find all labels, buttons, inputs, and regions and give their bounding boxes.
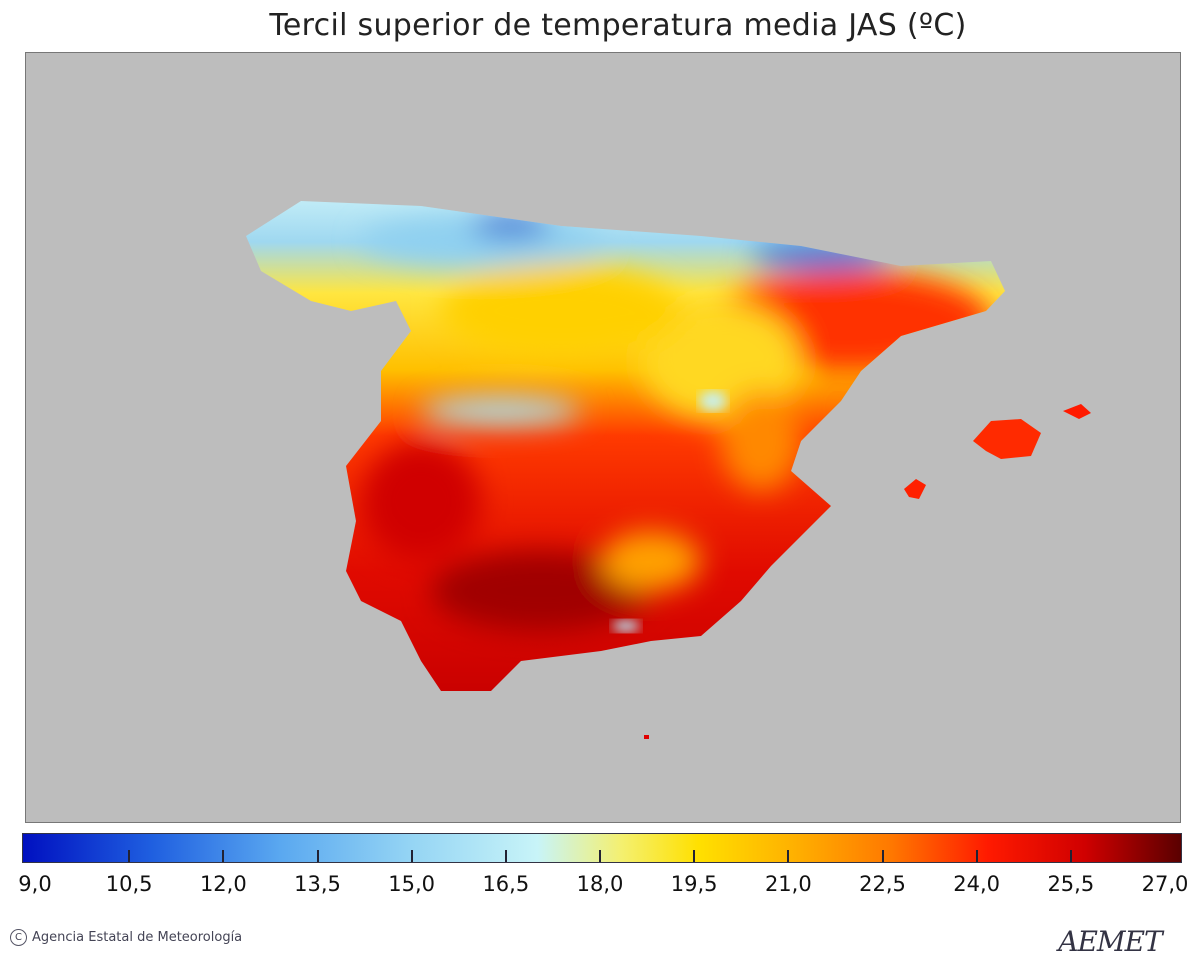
credit: C Agencia Estatal de Meteorología — [10, 929, 242, 946]
copyright-icon: C — [10, 929, 27, 946]
alboran-island — [644, 735, 649, 739]
aemet-logo: AEMET — [1052, 925, 1168, 958]
peninsula — [246, 201, 1005, 691]
logo-text: AEMET — [1058, 925, 1162, 958]
temperature-map — [25, 52, 1181, 823]
map-title: Tercil superior de temperatura media JAS… — [269, 8, 967, 43]
menorca — [1063, 404, 1091, 419]
colorbar — [22, 833, 1182, 863]
ibiza — [904, 479, 926, 499]
credit-text: Agencia Estatal de Meteorología — [32, 930, 243, 945]
mallorca — [973, 419, 1041, 459]
